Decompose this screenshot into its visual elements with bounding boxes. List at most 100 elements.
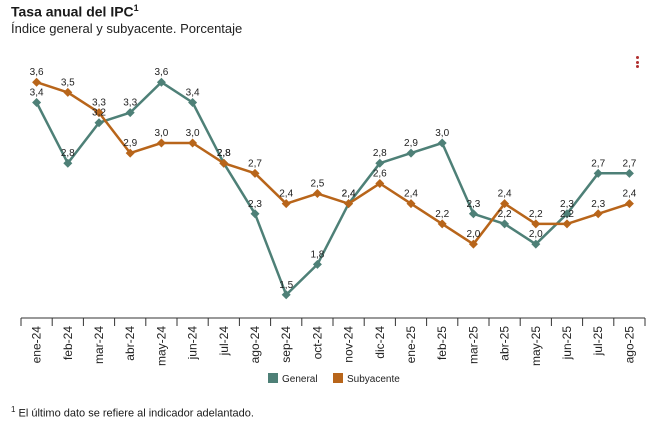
data-point-subyacente: [125, 148, 135, 158]
series-line-subyacente: [36, 81, 630, 246]
data-label-subyacente: 2,4: [279, 189, 293, 200]
data-point-general: [125, 108, 135, 118]
x-tick-label: feb-24: [61, 326, 75, 360]
data-label-subyacente: 2,3: [591, 199, 605, 210]
x-tick-label: abr-24: [123, 326, 137, 361]
data-label-subyacente: 3,0: [186, 128, 200, 139]
data-point-subyacente: [188, 138, 198, 148]
data-label-subyacente: 2,9: [123, 138, 137, 149]
data-point-general: [406, 148, 416, 158]
x-tick-label: jul-24: [217, 326, 231, 357]
data-label-subyacente: 2,4: [342, 189, 356, 200]
data-label-general: 3,0: [435, 128, 449, 139]
chart-title: Tasa anual del IPC1: [11, 3, 139, 20]
data-label-general: 2,8: [61, 148, 75, 159]
data-point-subyacente: [250, 168, 260, 178]
data-point-subyacente: [562, 219, 572, 229]
data-point-general: [562, 209, 572, 219]
data-label-subyacente: 2,2: [435, 209, 449, 220]
data-label-subyacente: 3,6: [30, 67, 44, 78]
data-label-subyacente: 2,7: [248, 158, 262, 169]
x-tick-label: feb-25: [435, 326, 449, 360]
chart-subtitle: Índice general y subyacente. Porcentaje: [11, 21, 243, 36]
data-label-general: 2,3: [466, 199, 480, 210]
data-point-general: [250, 209, 260, 219]
data-point-general: [375, 158, 385, 168]
x-tick-label: may-25: [529, 326, 543, 366]
data-point-general: [437, 138, 447, 148]
data-label-general: 2,3: [248, 199, 262, 210]
data-label-general: 1,8: [310, 249, 324, 260]
x-tick-label: jul-25: [591, 326, 605, 357]
data-point-general: [531, 239, 541, 249]
data-label-subyacente: 2,8: [217, 148, 231, 159]
data-label-subyacente: 3,0: [154, 128, 168, 139]
legend-swatch-general: [268, 373, 278, 383]
x-tick-label: mar-24: [92, 326, 106, 364]
data-label-subyacente: 2,2: [560, 209, 574, 220]
x-tick-label: jun-25: [560, 326, 574, 361]
x-tick-label: mar-25: [466, 326, 480, 364]
data-point-subyacente: [32, 77, 42, 87]
data-point-general: [468, 209, 478, 219]
data-point-general: [188, 97, 198, 107]
data-point-subyacente: [63, 87, 73, 97]
data-point-subyacente: [624, 199, 634, 209]
data-point-subyacente: [593, 209, 603, 219]
data-label-general: 2,4: [342, 189, 356, 200]
data-label-subyacente: 2,4: [622, 189, 636, 200]
data-point-general: [156, 77, 166, 87]
data-point-subyacente: [312, 189, 322, 199]
data-point-general: [32, 97, 42, 107]
data-point-subyacente: [375, 178, 385, 188]
data-label-subyacente: 2,6: [373, 168, 387, 179]
data-point-subyacente: [437, 219, 447, 229]
data-label-general: 2,2: [498, 209, 512, 220]
line-chart: ene-24 feb-24 mar-24 abr-24 may-24 jun-24 jul-…: [20, 67, 646, 385]
data-label-subyacente: 2,4: [404, 189, 418, 200]
x-tick-label: oct-24: [310, 326, 324, 360]
x-tick-label: abr-25: [498, 326, 512, 361]
data-label-general: 3,2: [92, 108, 106, 119]
data-label-subyacente: 2,5: [310, 179, 324, 190]
x-tick-label: nov-24: [342, 326, 356, 363]
vertical-dots-icon[interactable]: [632, 56, 642, 70]
x-tick-label: ago-25: [622, 326, 636, 364]
x-tick-label: sep-24: [279, 326, 293, 363]
x-tick-label: may-24: [154, 326, 168, 366]
footnote: 1 El último dato se refiere al indicador…: [11, 405, 254, 420]
data-point-subyacente: [94, 108, 104, 118]
data-point-subyacente: [156, 138, 166, 148]
footnote-text: El último dato se refiere al indicador a…: [18, 407, 254, 420]
data-label-subyacente: 3,3: [92, 98, 106, 109]
data-label-general: 2,8: [373, 148, 387, 159]
data-point-subyacente: [500, 199, 510, 209]
data-point-subyacente: [219, 158, 229, 168]
data-label-general: 3,6: [154, 67, 168, 78]
data-label-general: 3,4: [186, 87, 200, 98]
data-point-subyacente: [531, 219, 541, 229]
data-label-general: 2,3: [560, 199, 574, 210]
data-point-general: [63, 158, 73, 168]
data-label-general: 2,7: [622, 158, 636, 169]
data-label-general: 3,4: [30, 87, 44, 98]
data-point-subyacente: [406, 199, 416, 209]
legend-label-subyacente: Subyacente: [347, 374, 400, 385]
legend-label-general: General: [282, 374, 318, 385]
data-point-subyacente: [344, 199, 354, 209]
data-point-general: [312, 259, 322, 269]
title-footnote-marker: 1: [133, 3, 139, 13]
x-tick-label: ago-24: [248, 326, 262, 364]
data-point-general: [593, 168, 603, 178]
data-point-subyacente: [468, 239, 478, 249]
data-label-general: 3,3: [123, 98, 137, 109]
data-point-general: [500, 219, 510, 229]
data-point-general: [281, 290, 291, 300]
series-line-general: [35, 80, 630, 297]
x-tick-label: ene-25: [404, 326, 418, 364]
x-tick-label: jun-24: [186, 326, 200, 361]
data-label-subyacente: 2,2: [529, 209, 543, 220]
data-label-general: 2,0: [529, 229, 543, 240]
legend-swatch-subyacente: [333, 373, 343, 383]
data-label-subyacente: 2,4: [498, 189, 512, 200]
